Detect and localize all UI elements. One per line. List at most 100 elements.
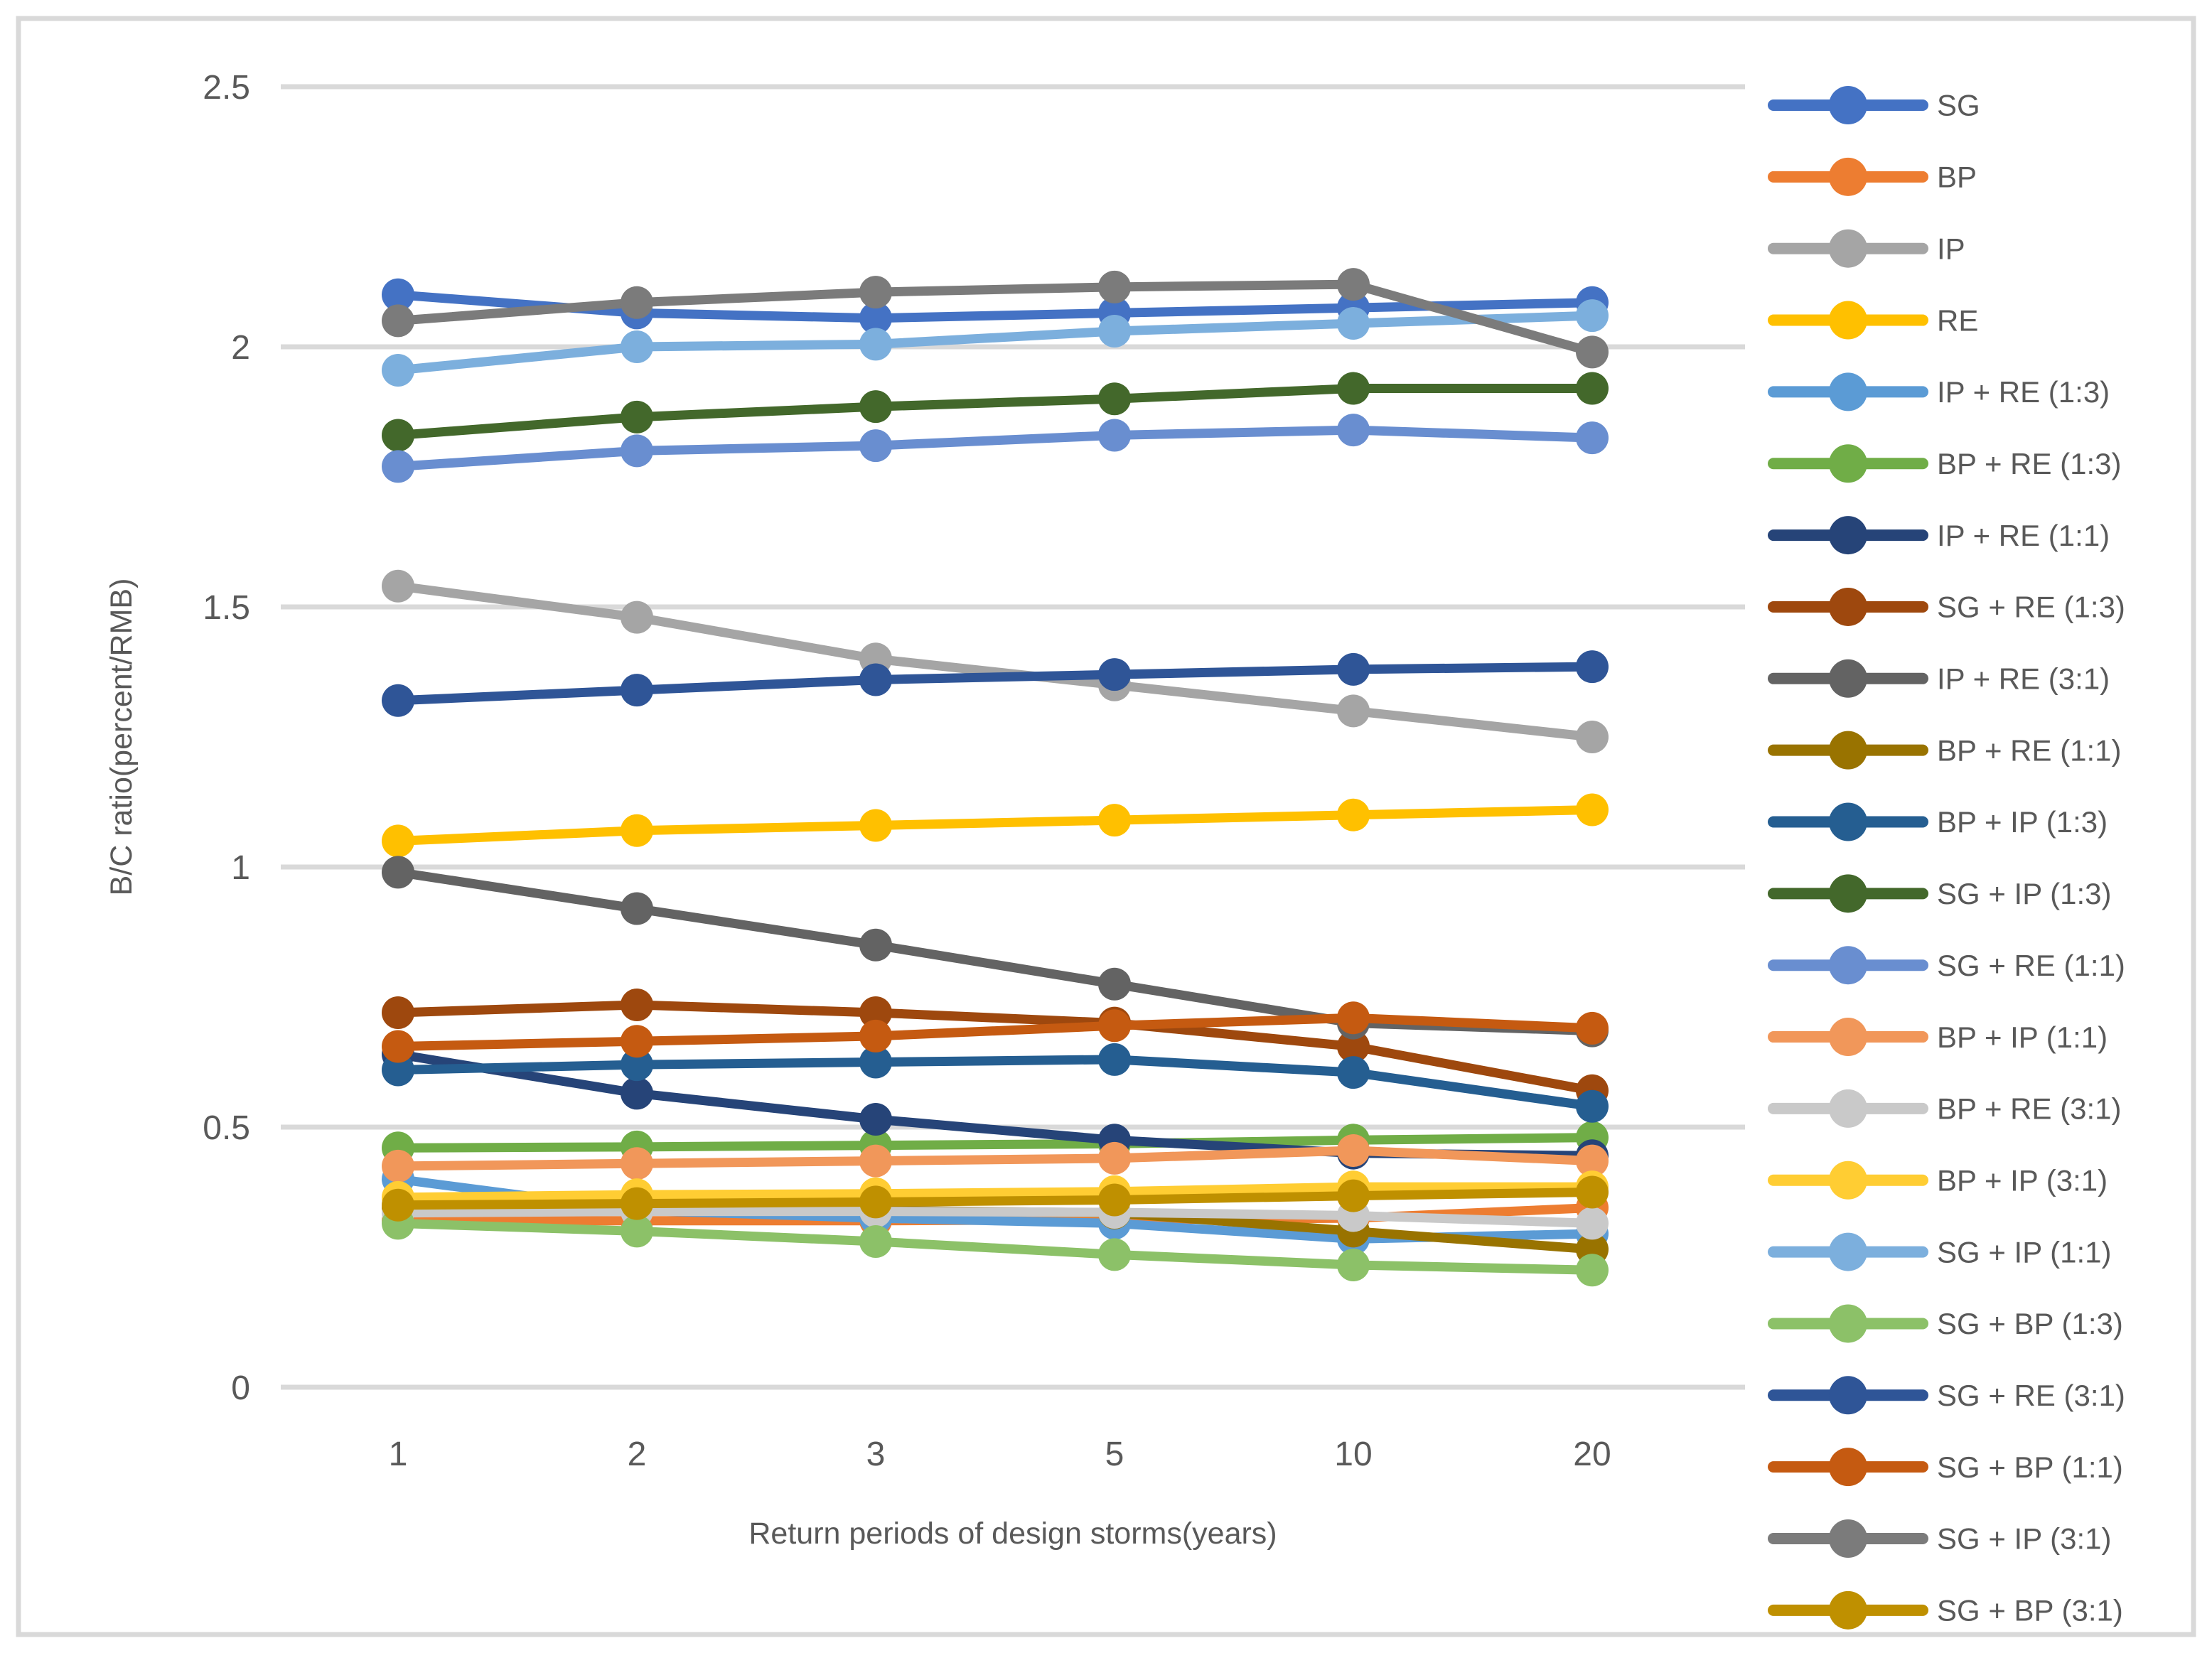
data-point-marker: [1576, 1175, 1609, 1209]
legend-item-label: BP + RE (3:1): [1937, 1092, 2122, 1126]
data-point-marker: [382, 419, 414, 452]
x-tick-label: 2: [628, 1436, 647, 1473]
data-point-marker: [1576, 721, 1609, 753]
series-line: [393, 581, 1597, 742]
plot-series: [382, 268, 1609, 1287]
data-point-marker: [1337, 1056, 1370, 1089]
data-point-marker: [859, 1225, 892, 1259]
data-point-marker: [1098, 1238, 1131, 1271]
series-line: [393, 311, 1597, 375]
legend: SG BP IP RE IP + RE (1:3) BP + RE (1:3) IP + R…: [1768, 86, 2125, 1630]
data-point-marker: [1337, 1248, 1370, 1281]
y-axis-tick-labels: 0 0.5 1 1.5 2 2.5: [203, 69, 250, 1407]
data-point-marker: [621, 674, 653, 707]
data-point-marker: [1098, 382, 1131, 416]
series-bp-ip-1-1: [382, 1134, 1609, 1183]
legend-swatch-dot: [1829, 1089, 1867, 1128]
legend-swatch-dot: [1829, 1376, 1867, 1415]
legend-item-label: SG + RE (3:1): [1937, 1379, 2125, 1412]
data-point-marker: [382, 304, 414, 338]
data-point-marker: [621, 601, 653, 634]
data-point-marker: [382, 996, 414, 1029]
x-axis-tick-labels: 1 2 3 5 10 20: [389, 1436, 1611, 1473]
legend-item: SG + IP (1:1): [1768, 1232, 2112, 1271]
legend-item-label: IP + RE (3:1): [1937, 662, 2110, 696]
data-point-marker: [1576, 372, 1609, 405]
legend-item-label: SG + BP (1:1): [1937, 1450, 2123, 1484]
data-point-marker: [621, 1215, 653, 1248]
legend-item: SG + BP (1:3): [1768, 1304, 2123, 1343]
series-bp-ip-1-3: [382, 1043, 1609, 1123]
series-line: [393, 867, 1597, 1036]
legend-swatch-dot: [1829, 874, 1867, 913]
legend-item: SG + BP (1:1): [1768, 1448, 2123, 1487]
data-point-marker: [1576, 335, 1609, 369]
legend-swatch-dot: [1829, 157, 1867, 196]
x-tick-label: 20: [1573, 1436, 1611, 1473]
series-line: [393, 1188, 1597, 1210]
series-line: [393, 1218, 1597, 1275]
data-point-marker: [621, 400, 653, 434]
data-point-marker: [382, 569, 414, 603]
legend-item-label: SG: [1937, 89, 1980, 122]
series-sg-bp-1-3: [382, 1207, 1609, 1287]
legend-item: BP + IP (1:1): [1768, 1018, 2108, 1057]
data-point-marker: [859, 1019, 892, 1052]
data-point-marker: [859, 276, 892, 309]
legend-swatch-dot: [1829, 946, 1867, 985]
chart-frame: [16, 16, 2196, 1637]
data-point-marker: [621, 988, 653, 1021]
data-point-marker: [382, 856, 414, 889]
data-point-marker: [1098, 804, 1131, 837]
data-point-marker: [1576, 1011, 1609, 1045]
series-sg-ip-1-3: [382, 372, 1609, 452]
legend-item-label: SG + BP (3:1): [1937, 1594, 2123, 1627]
series-line: [393, 1146, 1597, 1171]
legend-swatch-dot: [1829, 731, 1867, 770]
data-point-marker: [621, 1048, 653, 1082]
legend-item-label: SG + BP (1:3): [1937, 1307, 2123, 1340]
legend-item-label: SG + RE (1:1): [1937, 949, 2125, 982]
legend-swatch-dot: [1829, 372, 1867, 411]
data-point-marker: [382, 353, 414, 387]
y-tick-label: 1.5: [203, 589, 250, 627]
series-sg-re-1-3: [382, 988, 1609, 1107]
legend-item-label: IP + RE (1:3): [1937, 375, 2110, 409]
data-point-marker: [859, 1045, 892, 1079]
data-point-marker: [1576, 793, 1609, 826]
legend-swatch-dot: [1829, 516, 1867, 555]
x-tick-label: 10: [1334, 1436, 1372, 1473]
y-tick-label: 0.5: [203, 1109, 250, 1147]
data-point-marker: [1098, 1043, 1131, 1076]
legend-item: BP + RE (1:3): [1768, 444, 2122, 483]
data-point-marker: [1098, 658, 1131, 691]
legend-item: RE: [1768, 301, 1978, 340]
data-point-marker: [382, 1030, 414, 1063]
series-sg-ip-3-1: [382, 268, 1609, 369]
series-line: [393, 804, 1597, 846]
data-point-marker: [1576, 1144, 1609, 1178]
legend-swatch-dot: [1829, 659, 1867, 698]
data-point-marker: [1576, 299, 1609, 333]
legend-item-label: BP: [1937, 161, 1977, 194]
legend-item-label: BP + IP (1:3): [1937, 805, 2108, 839]
data-point-marker: [1576, 421, 1609, 455]
data-point-marker: [1098, 967, 1131, 1001]
series-line: [393, 1055, 1597, 1111]
series-line: [393, 1133, 1597, 1153]
data-point-marker: [1098, 419, 1131, 452]
legend-item: SG + RE (1:3): [1768, 587, 2125, 626]
legend-item: BP + IP (1:3): [1768, 802, 2108, 841]
legend-swatch-dot: [1829, 802, 1867, 841]
legend-swatch-dot: [1829, 301, 1867, 340]
data-point-marker: [859, 1144, 892, 1178]
legend-item-label: SG + IP (1:1): [1937, 1235, 2112, 1269]
data-point-marker: [382, 684, 414, 717]
data-point-marker: [1337, 1179, 1370, 1212]
legend-item-label: BP + RE (1:3): [1937, 447, 2122, 480]
series-line: [393, 1207, 1597, 1228]
data-point-marker: [1576, 650, 1609, 684]
legend-item-label: IP: [1937, 232, 1965, 265]
